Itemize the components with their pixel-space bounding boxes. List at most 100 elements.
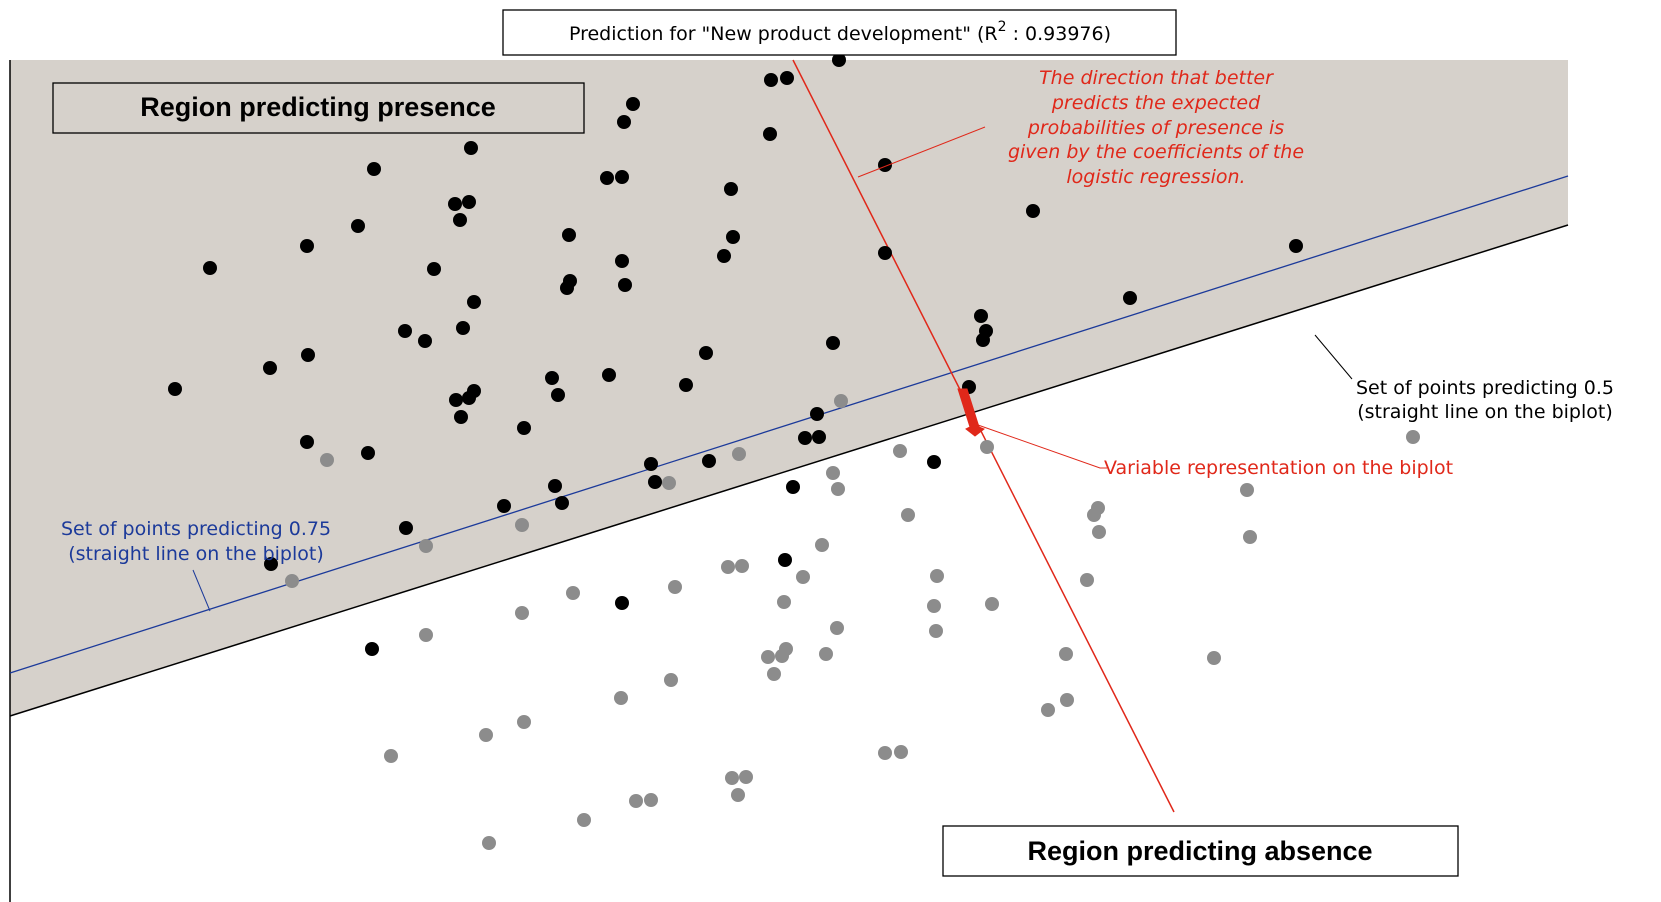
- presence-point: [976, 333, 990, 347]
- presence-point: [462, 391, 476, 405]
- absence-point: [893, 444, 907, 458]
- absence-point: [775, 649, 789, 663]
- absence-point: [419, 539, 433, 553]
- presence-point: [560, 281, 574, 295]
- presence-point: [399, 521, 413, 535]
- absence-point: [985, 597, 999, 611]
- absence-point: [929, 624, 943, 638]
- presence-point: [927, 455, 941, 469]
- presence-point: [1289, 239, 1303, 253]
- presence-point: [264, 557, 278, 571]
- absence-point: [1092, 525, 1106, 539]
- presence-point: [798, 431, 812, 445]
- absence-point: [566, 586, 580, 600]
- presence-point: [365, 642, 379, 656]
- absence-point: [767, 667, 781, 681]
- absence-point: [739, 770, 753, 784]
- absence-point: [479, 728, 493, 742]
- absence-point: [664, 673, 678, 687]
- presence-point: [717, 249, 731, 263]
- prediction-direction-line: [792, 59, 1175, 813]
- presence-point: [878, 158, 892, 172]
- presence-point: [467, 295, 481, 309]
- presence-point: [517, 421, 531, 435]
- presence-point: [545, 371, 559, 385]
- presence-point: [602, 368, 616, 382]
- presence-point: [618, 278, 632, 292]
- absence-point: [735, 559, 749, 573]
- absence-point: [826, 466, 840, 480]
- absence-point: [878, 746, 892, 760]
- direction-note-line: logistic regression.: [1066, 166, 1245, 188]
- line-05-note: Set of points predicting 0.5 (straight l…: [1356, 377, 1614, 423]
- presence-point: [615, 254, 629, 268]
- absence-point: [834, 394, 848, 408]
- presence-point: [367, 162, 381, 176]
- line-075-note-line: Set of points predicting 0.75: [61, 518, 331, 540]
- absence-point: [1080, 573, 1094, 587]
- presence-point: [453, 213, 467, 227]
- absence-region-label-box: [942, 825, 1459, 877]
- absence-point: [732, 447, 746, 461]
- line-05-note-line: Set of points predicting 0.5: [1356, 377, 1614, 399]
- presence-point: [555, 496, 569, 510]
- absence-point: [1207, 651, 1221, 665]
- line-predicting-0-5: [9, 224, 1569, 717]
- absence-point: [644, 793, 658, 807]
- absence-point: [662, 476, 676, 490]
- direction-note-leader: [857, 126, 986, 178]
- absence-point: [731, 788, 745, 802]
- absence-point: [725, 771, 739, 785]
- absence-point: [482, 836, 496, 850]
- absence-point: [1087, 508, 1101, 522]
- absence-point: [815, 538, 829, 552]
- presence-point: [810, 407, 824, 421]
- absence-point: [515, 606, 529, 620]
- absence-point: [1243, 530, 1257, 544]
- line-predicting-0-75: [9, 175, 1569, 674]
- variable-arrow-icon: [957, 388, 985, 437]
- presence-point: [615, 170, 629, 184]
- presence-region-shading: [10, 60, 1568, 716]
- presence-point: [361, 446, 375, 460]
- presence-point: [398, 324, 412, 338]
- absence-point: [1060, 693, 1074, 707]
- line-05-note-line: (straight line on the biplot): [1357, 401, 1613, 423]
- presence-point: [832, 53, 846, 67]
- presence-point: [679, 378, 693, 392]
- absence-point: [577, 813, 591, 827]
- absence-point: [761, 650, 775, 664]
- presence-point: [974, 309, 988, 323]
- absence-point: [980, 440, 994, 454]
- absence-point: [419, 628, 433, 642]
- presence-point: [600, 171, 614, 185]
- presence-point: [351, 219, 365, 233]
- absence-point: [830, 621, 844, 635]
- line-075-note-line: (straight line on the biplot): [68, 543, 324, 565]
- presence-point: [464, 141, 478, 155]
- presence-point: [300, 435, 314, 449]
- absence-point: [1059, 647, 1073, 661]
- presence-point: [454, 410, 468, 424]
- line-05-note-leader: [1314, 334, 1353, 380]
- absence-point: [927, 599, 941, 613]
- line-075-note: Set of points predicting 0.75 (straight …: [61, 518, 331, 565]
- presence-point: [648, 475, 662, 489]
- presence-point: [763, 127, 777, 141]
- presence-point: [699, 346, 713, 360]
- absence-point: [1406, 430, 1420, 444]
- presence-point: [724, 182, 738, 196]
- absence-point: [668, 580, 682, 594]
- absence-point: [930, 569, 944, 583]
- direction-note-line: predicts the expected: [1051, 92, 1261, 114]
- absence-point: [384, 749, 398, 763]
- direction-note-line: The direction that better: [1039, 67, 1274, 89]
- presence-point: [702, 454, 716, 468]
- absence-point: [901, 508, 915, 522]
- presence-point: [427, 262, 441, 276]
- absence-point: [515, 518, 529, 532]
- presence-point: [449, 393, 463, 407]
- absence-point: [1041, 703, 1055, 717]
- presence-point: [626, 97, 640, 111]
